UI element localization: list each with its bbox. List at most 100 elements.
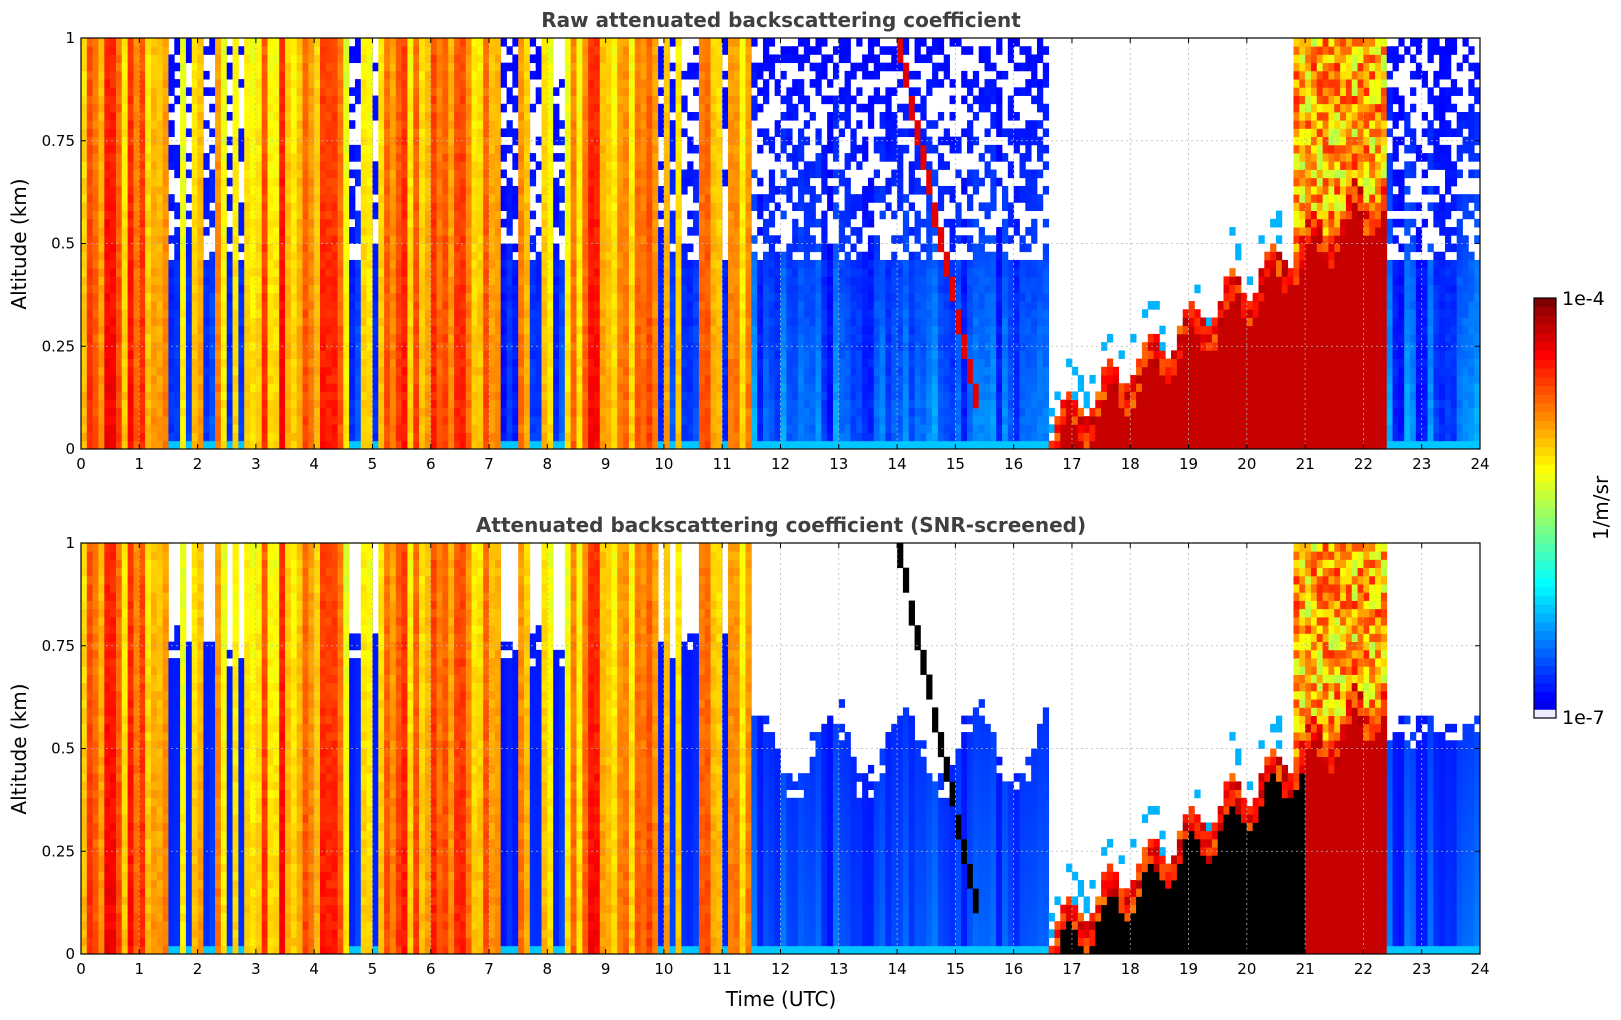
heatmap-cell [687, 366, 694, 376]
heatmap-cell [267, 292, 274, 302]
heatmap-cell [104, 424, 111, 433]
heatmap-cell [640, 259, 647, 269]
heatmap-cell [168, 79, 175, 88]
heatmap-cell [314, 259, 321, 269]
heatmap-cell [593, 54, 601, 64]
heatmap-cell [290, 284, 298, 294]
heatmap-cell [454, 38, 461, 47]
heatmap-cell [681, 407, 688, 417]
heatmap-cell [541, 358, 548, 368]
heatmap-cell [360, 399, 368, 409]
heatmap-cell [261, 432, 268, 442]
heatmap-cell [564, 292, 572, 302]
heatmap-cell [465, 218, 472, 228]
heatmap-cell [285, 292, 292, 302]
heatmap-cell [145, 342, 152, 351]
heatmap-cell [611, 54, 618, 64]
heatmap-cell [279, 416, 286, 425]
heatmap-cell [494, 210, 502, 220]
heatmap-cell [465, 202, 472, 212]
heatmap-cell [81, 95, 88, 105]
heatmap-cell [465, 70, 472, 80]
heatmap-cell [127, 292, 134, 302]
heatmap-cell [255, 111, 263, 121]
heatmap-cell [180, 194, 187, 203]
heatmap-cell [588, 194, 595, 203]
heatmap-cell [98, 235, 105, 244]
heatmap-cell [605, 120, 612, 129]
heatmap-cell [314, 268, 321, 277]
heatmap-cell [524, 391, 531, 401]
heatmap-cell [331, 268, 338, 277]
heatmap-cell [693, 177, 700, 187]
heatmap-cell [244, 407, 251, 417]
heatmap-cell [454, 218, 461, 228]
heatmap-cell [605, 276, 612, 285]
heatmap-cell [232, 120, 239, 129]
heatmap-cell [127, 333, 134, 343]
heatmap-cell [483, 358, 490, 368]
heatmap-cell [535, 342, 542, 351]
heatmap-cell [494, 276, 502, 285]
heatmap-cell [419, 62, 426, 72]
heatmap-cell [628, 309, 636, 318]
heatmap-cell [541, 111, 548, 121]
heatmap-cell [570, 169, 577, 179]
heatmap-cell [209, 301, 216, 310]
heatmap-cell [407, 136, 414, 146]
heatmap-cell [343, 95, 350, 105]
heatmap-cell [145, 111, 152, 121]
heatmap-cell [197, 358, 204, 368]
heatmap-cell [215, 243, 222, 253]
heatmap-cell [524, 399, 531, 409]
heatmap-cell [658, 333, 665, 343]
heatmap-cell [500, 333, 507, 343]
heatmap-cell [593, 243, 601, 253]
heatmap-cell [506, 95, 513, 105]
heatmap-cell [180, 276, 187, 285]
heatmap-cell [133, 218, 140, 228]
heatmap-cell [459, 383, 467, 392]
heatmap-cell [139, 375, 146, 384]
heatmap-cell [320, 375, 327, 384]
heatmap-cell [261, 144, 268, 154]
heatmap-cell [81, 440, 88, 450]
heatmap-cell [483, 350, 490, 359]
heatmap-cell [599, 325, 607, 335]
heatmap-cell [395, 358, 402, 368]
heatmap-cell [302, 333, 309, 343]
heatmap-cell [325, 70, 333, 80]
heatmap-cell [430, 79, 437, 88]
heatmap-cell [191, 317, 198, 327]
heatmap-cell [588, 227, 595, 236]
heatmap-cell [413, 317, 420, 327]
heatmap-cell [605, 202, 612, 212]
heatmap-cell [518, 268, 525, 277]
heatmap-cell [442, 235, 449, 244]
heatmap-cell [273, 54, 280, 64]
heatmap-cell [162, 62, 169, 72]
heatmap-cell [442, 259, 449, 269]
heatmap-cell [121, 194, 129, 203]
heatmap-cell [489, 251, 496, 261]
heatmap-cell [133, 128, 140, 138]
heatmap-cell [197, 416, 204, 425]
heatmap-cell [325, 276, 333, 285]
heatmap-cell [407, 268, 414, 277]
heatmap-cell [436, 169, 443, 179]
heatmap-cell [127, 210, 134, 220]
heatmap-cell [640, 120, 647, 129]
heatmap-cell [150, 243, 158, 253]
heatmap-cell [168, 70, 175, 80]
heatmap-cell [215, 136, 222, 146]
heatmap-cell [646, 227, 653, 236]
heatmap-cell [389, 38, 397, 47]
heatmap-cell [337, 391, 344, 401]
heatmap-cell [209, 251, 216, 261]
heatmap-cell [459, 87, 467, 96]
heatmap-cell [168, 120, 175, 129]
heatmap-cell [331, 284, 338, 294]
heatmap-cell [156, 103, 164, 113]
heatmap-cell [150, 87, 158, 96]
heatmap-cell [669, 103, 676, 113]
